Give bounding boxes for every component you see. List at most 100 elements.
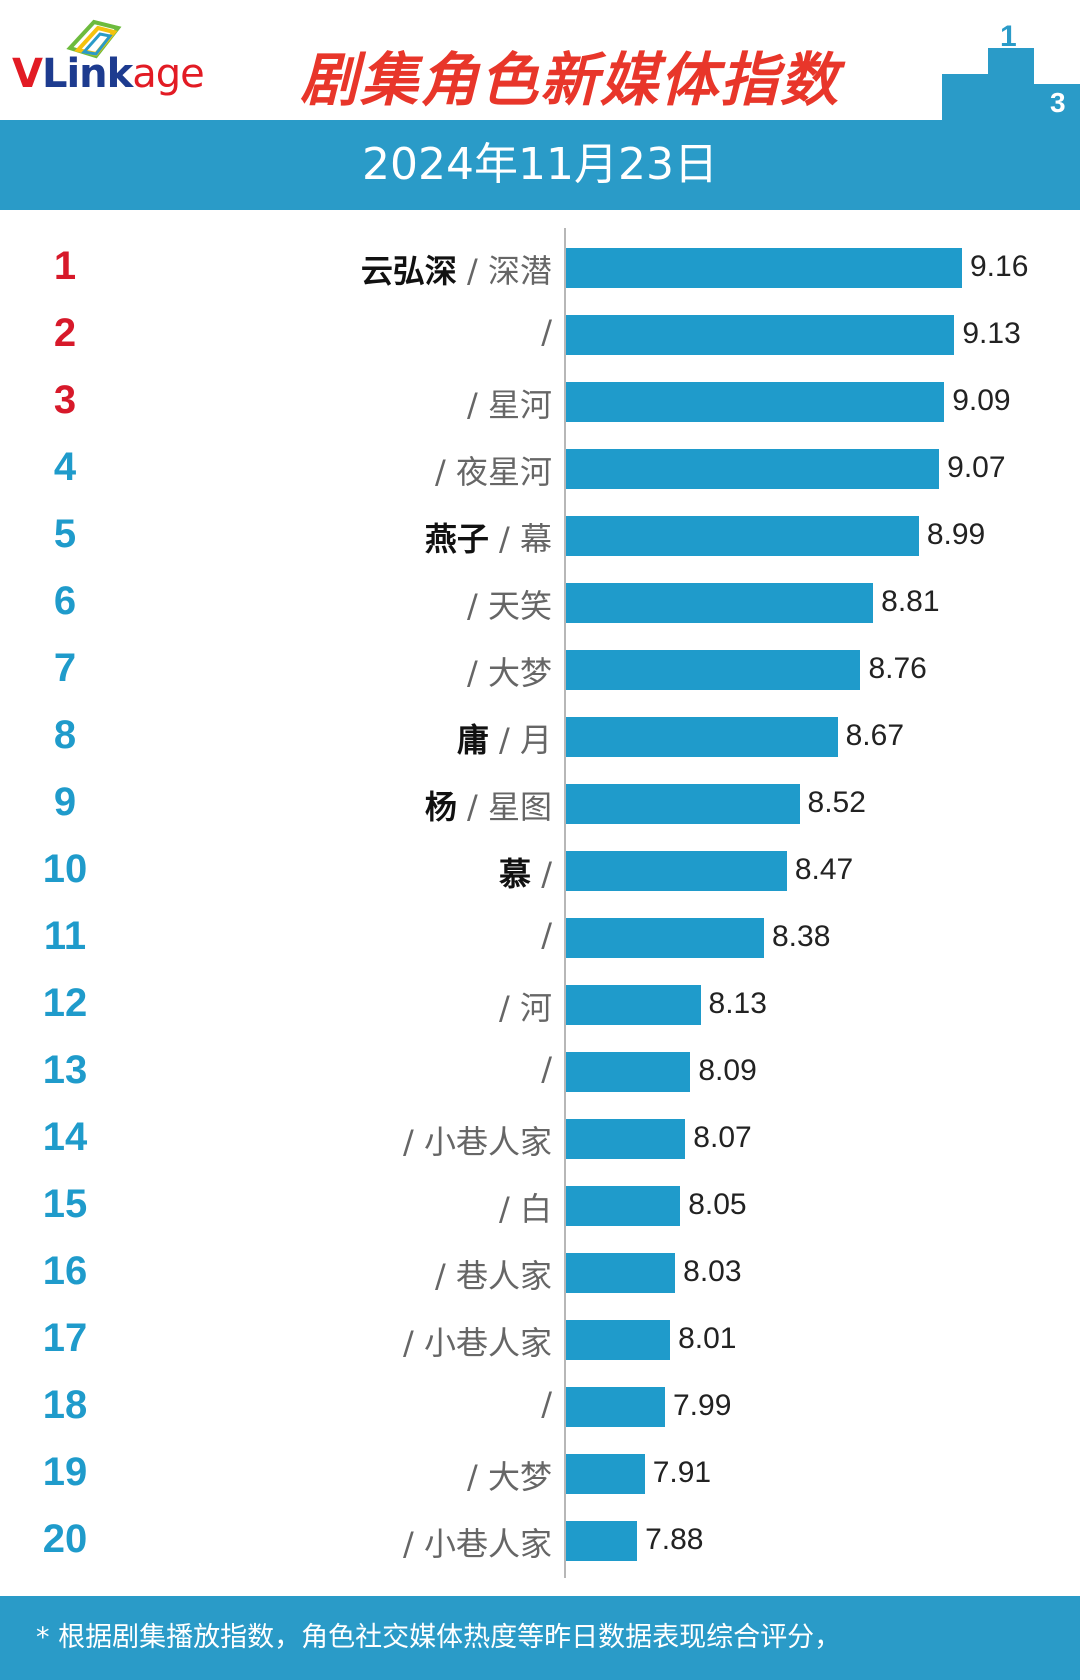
label-separator: / bbox=[541, 916, 552, 954]
header: VLinkage 剧集角色新媒体指数 2 1 3 bbox=[0, 0, 1080, 120]
drama-name: 河 bbox=[519, 989, 552, 1027]
label-separator: / bbox=[541, 1385, 552, 1423]
value-label-9: 8.52 bbox=[807, 786, 866, 819]
value-label-16: 8.03 bbox=[683, 1255, 742, 1288]
drama-name: 大梦 bbox=[487, 1458, 552, 1496]
rank-7: 7 bbox=[53, 646, 77, 690]
label-separator: / bbox=[456, 252, 488, 290]
category-label: / 白 bbox=[499, 1184, 552, 1230]
label-separator: / bbox=[403, 1525, 424, 1563]
role-name: 云弘深 bbox=[360, 252, 457, 290]
category-label: / 巷人家 bbox=[435, 1251, 552, 1297]
rank-18: 18 bbox=[42, 1383, 88, 1427]
category-label: 庸 / 月 bbox=[457, 715, 552, 761]
category-label: / bbox=[541, 916, 552, 954]
rank-2: 2 bbox=[53, 311, 77, 355]
bar-15 bbox=[566, 1186, 681, 1226]
axis-line bbox=[564, 228, 566, 1578]
podium-icon: 2 1 3 bbox=[942, 20, 1080, 120]
label-separator: / bbox=[467, 654, 488, 692]
drama-name: 小巷人家 bbox=[423, 1525, 552, 1563]
drama-name: 小巷人家 bbox=[423, 1123, 552, 1161]
drama-name: 幕 bbox=[519, 520, 552, 558]
podium-3: 3 bbox=[1050, 87, 1066, 118]
label-separator: / bbox=[488, 721, 520, 759]
value-label-13: 8.09 bbox=[698, 1054, 757, 1087]
bar-10 bbox=[566, 851, 787, 891]
rank-1: 1 bbox=[53, 244, 77, 288]
drama-name: 月 bbox=[519, 721, 552, 759]
page-title: 剧集角色新媒体指数 bbox=[300, 46, 841, 114]
value-label-5: 8.99 bbox=[926, 518, 986, 551]
ranking-chart: 1 云弘深 / 深潜 9.16 2 / 9.13 3 / 星河 9.09 4 / 夜星河 9.… bbox=[0, 210, 1080, 1590]
bar-3 bbox=[566, 382, 945, 422]
label-separator: / bbox=[499, 1190, 520, 1228]
value-label-14: 8.07 bbox=[693, 1121, 752, 1154]
drama-name: 夜星河 bbox=[455, 453, 552, 491]
bar-20 bbox=[566, 1521, 638, 1561]
bar-6 bbox=[566, 583, 874, 623]
bar-4 bbox=[566, 449, 940, 489]
logo-link: Link bbox=[41, 51, 133, 97]
category-label: / bbox=[541, 1050, 552, 1088]
value-label-18: 7.99 bbox=[673, 1389, 732, 1422]
bar-5 bbox=[566, 516, 919, 556]
value-label-1: 9.16 bbox=[970, 250, 1029, 283]
value-label-19: 7.91 bbox=[652, 1456, 712, 1489]
label-separator: / bbox=[467, 1458, 488, 1496]
rank-4: 4 bbox=[53, 445, 77, 489]
podium-1: 1 bbox=[1000, 20, 1017, 53]
category-label: / 大梦 bbox=[467, 648, 552, 694]
drama-name: 星河 bbox=[487, 386, 552, 424]
label-separator: / bbox=[403, 1123, 424, 1161]
rank-6: 6 bbox=[53, 579, 77, 623]
value-label-15: 8.05 bbox=[688, 1188, 747, 1221]
logo-icon bbox=[66, 19, 122, 59]
label-separator: / bbox=[488, 520, 520, 558]
category-label: 慕 / bbox=[499, 849, 552, 895]
label-separator: / bbox=[531, 855, 552, 893]
category-label: / 小巷人家 bbox=[403, 1318, 552, 1364]
category-label: 杨 / 星图 bbox=[425, 782, 552, 828]
category-label: / 星河 bbox=[467, 380, 552, 426]
drama-name: 深潜 bbox=[487, 252, 552, 290]
bar-12 bbox=[566, 985, 701, 1025]
bar-2 bbox=[566, 315, 955, 355]
rank-10: 10 bbox=[42, 847, 88, 891]
logo-age: age bbox=[132, 51, 205, 97]
drama-name: 星图 bbox=[487, 788, 552, 826]
label-separator: / bbox=[403, 1324, 424, 1362]
value-label-2: 9.13 bbox=[962, 317, 1021, 350]
drama-name: 小巷人家 bbox=[423, 1324, 552, 1362]
rank-9: 9 bbox=[53, 780, 77, 824]
bar-11 bbox=[566, 918, 764, 958]
bar-18 bbox=[566, 1387, 665, 1427]
footer-note: * 根据剧集播放指数，角色社交媒体热度等昨日数据表现综合评分， bbox=[36, 1622, 842, 1653]
category-label: / 小巷人家 bbox=[403, 1519, 552, 1565]
label-separator: / bbox=[467, 587, 488, 625]
value-label-10: 8.47 bbox=[794, 853, 854, 886]
category-label: / 天笑 bbox=[467, 581, 552, 627]
label-separator: / bbox=[541, 1050, 552, 1088]
rank-14: 14 bbox=[42, 1115, 88, 1159]
value-label-8: 8.67 bbox=[845, 719, 904, 752]
role-name: 慕 bbox=[499, 855, 532, 893]
value-label-3: 9.09 bbox=[952, 384, 1011, 417]
role-name: 燕子 bbox=[424, 520, 489, 558]
label-separator: / bbox=[435, 1257, 456, 1295]
footer: * 根据剧集播放指数，角色社交媒体热度等昨日数据表现综合评分， bbox=[0, 1596, 1080, 1680]
label-separator: / bbox=[467, 386, 488, 424]
bar-16 bbox=[566, 1253, 676, 1293]
drama-name: 大梦 bbox=[487, 654, 552, 692]
rank-19: 19 bbox=[42, 1450, 88, 1494]
drama-name: 白 bbox=[519, 1190, 552, 1228]
category-label: / 河 bbox=[499, 983, 552, 1029]
category-label: / 夜星河 bbox=[435, 447, 552, 493]
category-label: / 小巷人家 bbox=[403, 1117, 552, 1163]
label-separator: / bbox=[541, 313, 552, 351]
drama-name: 巷人家 bbox=[455, 1257, 552, 1295]
category-label: / bbox=[541, 313, 552, 351]
value-label-20: 7.88 bbox=[645, 1523, 704, 1556]
value-label-6: 8.81 bbox=[881, 585, 940, 618]
category-label: / bbox=[541, 1385, 552, 1423]
